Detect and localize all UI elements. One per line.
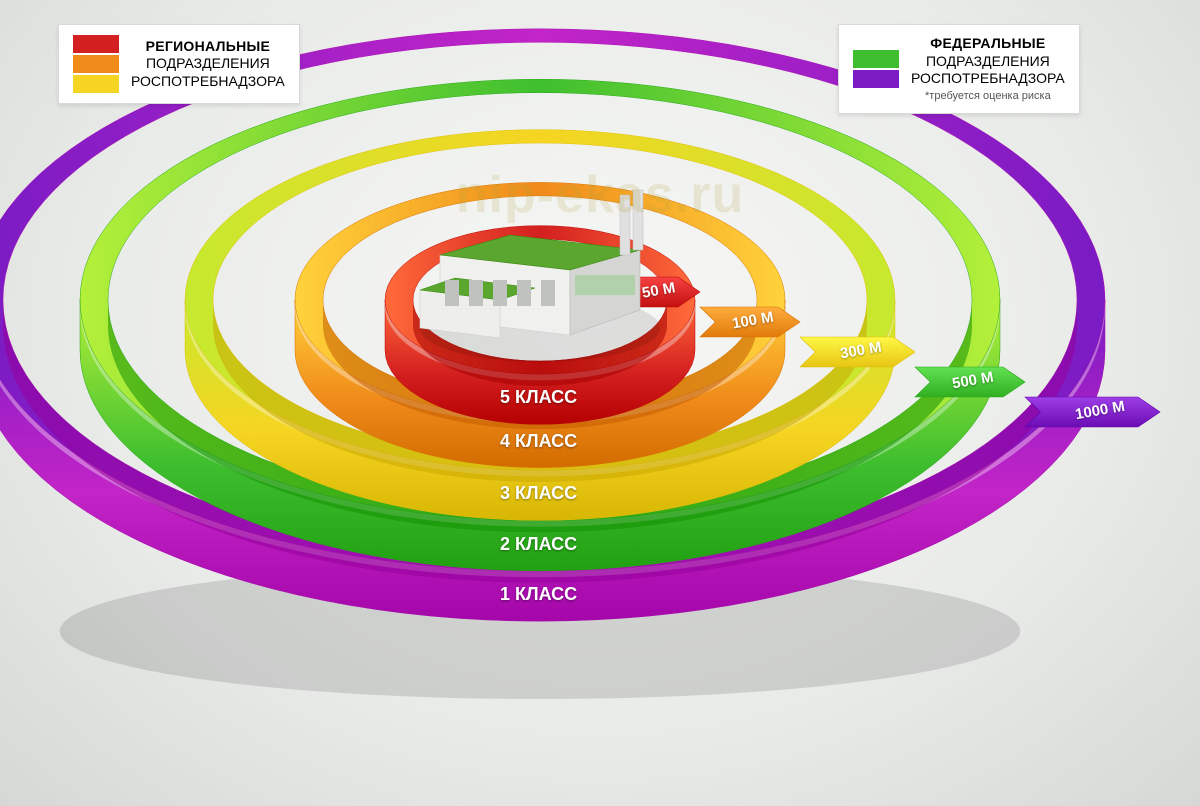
legend-text: ФЕДЕРАЛЬНЫЕ ПОДРАЗДЕЛЕНИЯ РОСПОТРЕБНАДЗО…	[911, 35, 1065, 103]
legend-text: РЕГИОНАЛЬНЫЕ ПОДРАЗДЕЛЕНИЯ РОСПОТРЕБНАДЗ…	[131, 38, 285, 91]
color-swatch	[853, 70, 899, 88]
color-swatch	[853, 50, 899, 68]
legend-title-bold: ФЕДЕРАЛЬНЫЕ	[911, 35, 1065, 53]
infographic-canvas: nip-ekas.ru РЕГИОНАЛЬНЫЕ ПОДРАЗДЕЛЕНИЯ Р…	[0, 0, 1200, 806]
ring-label-class-5: 5 КЛАСС	[500, 387, 577, 408]
rings-scene	[0, 0, 1200, 806]
legend-title-bold: РЕГИОНАЛЬНЫЕ	[131, 38, 285, 56]
ring-label-class-3: 3 КЛАСС	[500, 483, 577, 504]
legend-title-line: ПОДРАЗДЕЛЕНИЯ	[911, 53, 1065, 71]
legend-federal: ФЕДЕРАЛЬНЫЕ ПОДРАЗДЕЛЕНИЯ РОСПОТРЕБНАДЗО…	[838, 24, 1080, 114]
legend-title-line: ПОДРАЗДЕЛЕНИЯ	[131, 55, 285, 73]
color-swatch	[73, 55, 119, 73]
legend-swatches	[853, 50, 899, 88]
legend-title-line: РОСПОТРЕБНАДЗОРА	[131, 73, 285, 91]
color-swatch	[73, 75, 119, 93]
legend-note: *требуется оценка риска	[911, 90, 1065, 104]
ring-label-class-2: 2 КЛАСС	[500, 534, 577, 555]
legend-swatches	[73, 35, 119, 93]
legend-title-line: РОСПОТРЕБНАДЗОРА	[911, 70, 1065, 88]
ring-label-class-1: 1 КЛАСС	[500, 584, 577, 605]
legend-regional: РЕГИОНАЛЬНЫЕ ПОДРАЗДЕЛЕНИЯ РОСПОТРЕБНАДЗ…	[58, 24, 300, 104]
ring-label-class-4: 4 КЛАСС	[500, 431, 577, 452]
color-swatch	[73, 35, 119, 53]
